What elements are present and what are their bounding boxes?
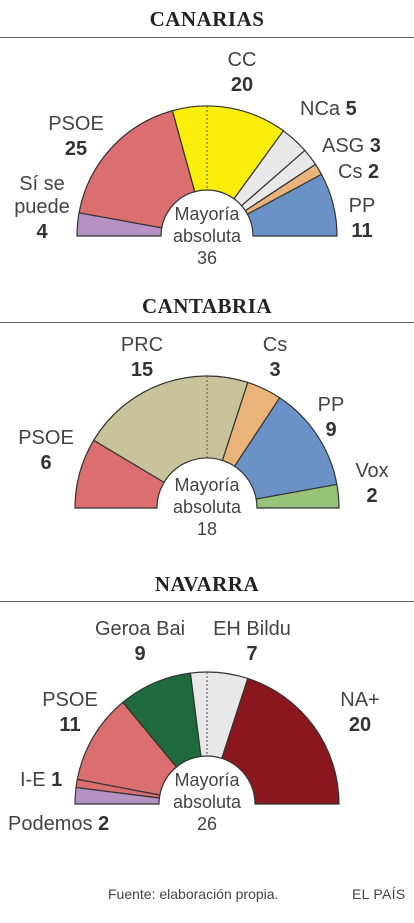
- party-label: CC 20: [228, 49, 257, 96]
- majority-value: 18: [197, 519, 217, 539]
- chart-title: NAVARRA: [154, 572, 260, 596]
- seat-arc-prc: [92, 375, 249, 484]
- title-rule: [0, 601, 414, 602]
- seat-count: 20: [349, 714, 371, 736]
- party-label: EH Bildu 7: [213, 618, 291, 665]
- seat-count: 6: [40, 452, 51, 474]
- panel-cantabria: CANTABRIA PSOE 6 PRC 15 Cs 3 PP 9 Vox 2 Mayoría abs…: [0, 290, 414, 560]
- party-name: Sí se: [19, 173, 65, 195]
- footer: Fuente: elaboración propia. EL PAÍS: [0, 884, 414, 908]
- seat-arc-cc: [171, 105, 285, 200]
- party-label: PRC 15: [121, 334, 163, 381]
- party-name: CC: [228, 49, 257, 71]
- party-name: NCa 5: [300, 98, 357, 120]
- party-label: PSOE 25: [48, 113, 104, 160]
- majority-text: Mayoría: [174, 770, 240, 790]
- chart-title: CANTABRIA: [141, 294, 273, 318]
- party-label: PSOE 11: [42, 689, 98, 736]
- seat-count: 2: [366, 485, 377, 507]
- party-name: I-E 1: [20, 769, 62, 791]
- party-name: ASG 3: [322, 135, 381, 157]
- seat-count: 20: [231, 74, 253, 96]
- seat-count: 25: [65, 138, 87, 160]
- party-name: PSOE: [18, 427, 74, 449]
- majority-value: 36: [197, 248, 217, 268]
- party-label: NCa 5: [300, 98, 357, 120]
- majority-text: absoluta: [173, 497, 242, 517]
- hemicycle-chart: Podemos 2 I-E 1 PSOE 11 Geroa Bai 9 EH Bildu 7 N…: [8, 618, 380, 835]
- panel-navarra: NAVARRA Podemos 2 I-E 1 PSOE 11 Geroa Bai 9 EH…: [0, 568, 414, 858]
- panel-canarias: CANARIAS Sí se puede 4 PSOE 25 CC 20 NCa 5 ASG 3…: [0, 0, 414, 290]
- seat-arc-psoe: [78, 109, 196, 229]
- majority-text: absoluta: [173, 792, 242, 812]
- chart-title: CANARIAS: [149, 7, 265, 31]
- seat-count: 2: [368, 161, 379, 183]
- party-name: Geroa Bai: [95, 618, 185, 640]
- seat-count: 9: [325, 419, 336, 441]
- party-name: Cs 2: [338, 161, 379, 183]
- party-name: Podemos 2: [8, 813, 109, 835]
- title-rule: [0, 322, 414, 323]
- seat-count: 11: [59, 714, 80, 736]
- seat-arc-vox: [255, 483, 340, 509]
- party-name: PRC: [121, 334, 163, 356]
- seat-arc-na-: [221, 677, 340, 805]
- seat-count: 7: [246, 643, 257, 665]
- majority-text: Mayoría: [174, 204, 240, 224]
- seat-count: 15: [131, 359, 153, 381]
- title-rule: [0, 37, 414, 38]
- seat-count: 5: [346, 98, 357, 120]
- seat-count: 11: [351, 220, 372, 242]
- party-label: Cs 2: [338, 161, 379, 183]
- seat-count: 9: [134, 643, 145, 665]
- seat-arc-pp: [246, 173, 338, 237]
- party-label: PP 11: [349, 195, 376, 242]
- source-note: Fuente: elaboración propia.: [108, 886, 279, 902]
- party-label: I-E 1: [20, 769, 62, 791]
- seat-count: 3: [370, 135, 381, 157]
- party-label: Geroa Bai 9: [95, 618, 185, 665]
- majority-text: absoluta: [173, 226, 242, 246]
- seat-count: 2: [98, 813, 109, 835]
- party-name: PP: [318, 394, 345, 416]
- seat-count: 4: [36, 221, 48, 243]
- party-name: EH Bildu: [213, 618, 291, 640]
- party-name: PP: [349, 195, 376, 217]
- party-label: ASG 3: [322, 135, 381, 157]
- party-name: puede: [14, 196, 70, 218]
- party-name: NA+: [340, 689, 379, 711]
- party-label: Cs 3: [263, 334, 287, 381]
- seat-count: 3: [269, 359, 280, 381]
- party-label: Podemos 2: [8, 813, 109, 835]
- seat-count: 1: [51, 769, 62, 791]
- party-name: Vox: [355, 460, 388, 482]
- party-label: Vox 2: [355, 460, 388, 507]
- majority-text: Mayoría: [174, 475, 240, 495]
- party-label: NA+ 20: [340, 689, 379, 736]
- majority-value: 26: [197, 814, 217, 834]
- seat-arc-pp: [233, 397, 338, 500]
- party-name: PSOE: [48, 113, 104, 135]
- party-name: PSOE: [42, 689, 98, 711]
- party-label: PSOE 6: [18, 427, 74, 474]
- brand-logo: EL PAÍS: [352, 886, 406, 902]
- party-name: Cs: [263, 334, 287, 356]
- party-label: PP 9: [318, 394, 345, 441]
